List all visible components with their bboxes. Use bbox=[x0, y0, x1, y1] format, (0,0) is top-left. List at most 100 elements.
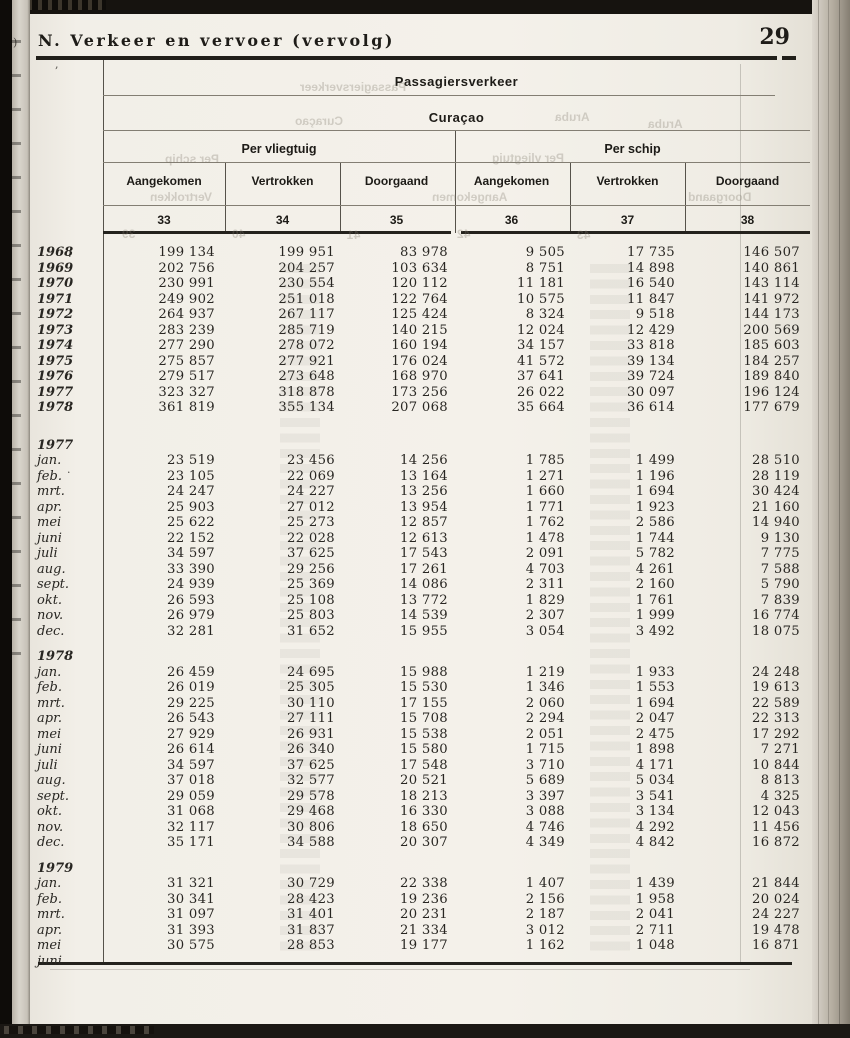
table-cell: 32 281 bbox=[167, 623, 215, 639]
row-label: mrt. bbox=[37, 907, 65, 922]
table-cell: 25 273 bbox=[287, 515, 335, 530]
table-cell: 31 837 bbox=[287, 922, 335, 938]
table-bottom-rule-shadow bbox=[50, 969, 750, 970]
table-cell: 29 468 bbox=[287, 804, 335, 819]
table-cell: 1 162 bbox=[525, 938, 565, 953]
table-cell: 24 227 bbox=[752, 907, 800, 922]
table-cell: 15 580 bbox=[400, 742, 448, 757]
row-label: jan. bbox=[37, 453, 62, 468]
row-label: 1973 bbox=[37, 322, 74, 338]
table-cell: 185 603 bbox=[743, 338, 800, 353]
table-row: juli 34 597 37 625 17 543 2 091 5 782 7 775 bbox=[30, 546, 810, 562]
table-cell: 30 110 bbox=[287, 695, 335, 711]
table-cell: 16 871 bbox=[752, 938, 800, 953]
column-label: Doorgaand bbox=[364, 174, 429, 188]
row-label: sept. bbox=[37, 577, 70, 592]
table-cell: 34 597 bbox=[167, 546, 215, 561]
table-cell: 37 625 bbox=[287, 546, 335, 561]
table-section: 1968 199 134 199 951 83 978 9 505 17 735 146 5… bbox=[30, 245, 810, 416]
row-label: juni bbox=[37, 530, 62, 546]
table-cell: 29 256 bbox=[287, 561, 335, 577]
table-cell: 273 648 bbox=[278, 369, 335, 384]
table-cell: 36 614 bbox=[627, 400, 675, 415]
table-cell: 196 124 bbox=[743, 384, 800, 400]
table-cell: 10 575 bbox=[517, 291, 565, 307]
table-rule bbox=[103, 95, 775, 96]
table-row: 1973 283 239 285 719 140 215 12 024 12 429 200… bbox=[30, 323, 810, 339]
table-row: mrt. 31 097 31 401 20 231 2 187 2 041 24 227 bbox=[30, 907, 810, 923]
column-numbers-row: 33 34 35 36 37 38 bbox=[30, 213, 810, 227]
table-cell: 33 818 bbox=[627, 338, 675, 353]
table-cell: 26 593 bbox=[167, 592, 215, 608]
table-cell: 318 878 bbox=[278, 384, 335, 400]
table-cell: 30 424 bbox=[752, 484, 800, 499]
row-label: juni bbox=[37, 742, 62, 757]
column-divider bbox=[340, 163, 341, 232]
table-cell: 1 762 bbox=[525, 515, 565, 530]
table-cell: 21 334 bbox=[400, 922, 448, 938]
table-cell: 4 349 bbox=[525, 835, 565, 850]
table-cell: 204 257 bbox=[278, 260, 335, 276]
table-cell: 361 819 bbox=[158, 400, 215, 415]
previous-page-sliver bbox=[12, 0, 30, 1038]
table-cell: 1 407 bbox=[525, 876, 565, 891]
table-cell: 251 018 bbox=[278, 291, 335, 307]
table-cell: 122 764 bbox=[391, 291, 448, 307]
table-cell: 30 341 bbox=[167, 891, 215, 907]
row-label: 1970 bbox=[37, 276, 74, 291]
table-row: juli 34 597 37 625 17 548 3 710 4 171 10 844 bbox=[30, 758, 810, 774]
table-cell: 21 160 bbox=[752, 499, 800, 515]
table-cell: 3 012 bbox=[525, 922, 565, 938]
table-cell: 7 775 bbox=[760, 546, 800, 561]
table-cell: 199 951 bbox=[278, 245, 335, 260]
table-cell: 1 744 bbox=[635, 530, 675, 546]
column-label: Aangekomen bbox=[126, 174, 202, 188]
table-row: 1978 361 819 355 134 207 068 35 664 36 614 177… bbox=[30, 400, 810, 416]
table-section: 1979 jan. 31 321 30 729 22 338 1 407 1 439 21 8… bbox=[30, 861, 810, 970]
table-cell: 5 689 bbox=[525, 773, 565, 788]
table-cell: 285 719 bbox=[278, 322, 335, 338]
column-number: 34 bbox=[275, 213, 290, 227]
table-row: mei 27 929 26 931 15 538 2 051 2 475 17 292 bbox=[30, 727, 810, 743]
table-cell: 30 806 bbox=[287, 819, 335, 835]
table-cell: 4 261 bbox=[635, 561, 675, 577]
table-cell: 24 939 bbox=[167, 577, 215, 592]
table-cell: 230 554 bbox=[278, 276, 335, 291]
table-cell: 2 586 bbox=[635, 515, 675, 530]
column-divider bbox=[685, 163, 686, 232]
page-edge-line bbox=[828, 0, 829, 1038]
table-cell bbox=[448, 954, 565, 970]
table-cell: 17 155 bbox=[400, 695, 448, 711]
table-cell: 3 541 bbox=[635, 788, 675, 804]
table-cell: 323 327 bbox=[158, 384, 215, 400]
table-cell: 10 844 bbox=[752, 757, 800, 773]
table-cell: 23 456 bbox=[287, 453, 335, 468]
row-label: nov. bbox=[37, 819, 64, 835]
table-row: 1970 230 991 230 554 120 112 11 181 16 540 143… bbox=[30, 276, 810, 292]
table-cell bbox=[103, 954, 215, 970]
table-cell: 1 271 bbox=[525, 468, 565, 484]
table-cell: 14 898 bbox=[627, 260, 675, 276]
table-cell: 18 213 bbox=[400, 788, 448, 804]
table-cell: 7 588 bbox=[760, 561, 800, 577]
row-label: 1971 bbox=[37, 291, 74, 307]
table-cell: 12 043 bbox=[752, 804, 800, 819]
table-cell: 23 519 bbox=[167, 453, 215, 468]
row-label: dec. bbox=[37, 623, 65, 639]
table-cell: 4 292 bbox=[635, 819, 675, 835]
table-row: feb. 26 019 25 305 15 530 1 346 1 553 19 613 bbox=[30, 680, 810, 696]
page-edges-right bbox=[812, 0, 850, 1038]
table-cell: 15 708 bbox=[400, 711, 448, 726]
table-cell: 27 012 bbox=[287, 499, 335, 515]
table-cell: 26 459 bbox=[167, 664, 215, 680]
table-cell: 14 256 bbox=[400, 453, 448, 468]
table-cell: 26 931 bbox=[287, 726, 335, 742]
table-cell: 11 847 bbox=[627, 291, 675, 307]
row-label: mei bbox=[37, 726, 62, 742]
table-cell: 275 857 bbox=[158, 353, 215, 369]
table-cell: 26 019 bbox=[167, 680, 215, 695]
row-label: mrt. bbox=[37, 484, 65, 499]
table-cell: 31 097 bbox=[167, 907, 215, 922]
table-cell: 31 068 bbox=[167, 804, 215, 819]
table-row: mei 30 575 28 853 19 177 1 162 1 048 16 871 bbox=[30, 938, 810, 954]
